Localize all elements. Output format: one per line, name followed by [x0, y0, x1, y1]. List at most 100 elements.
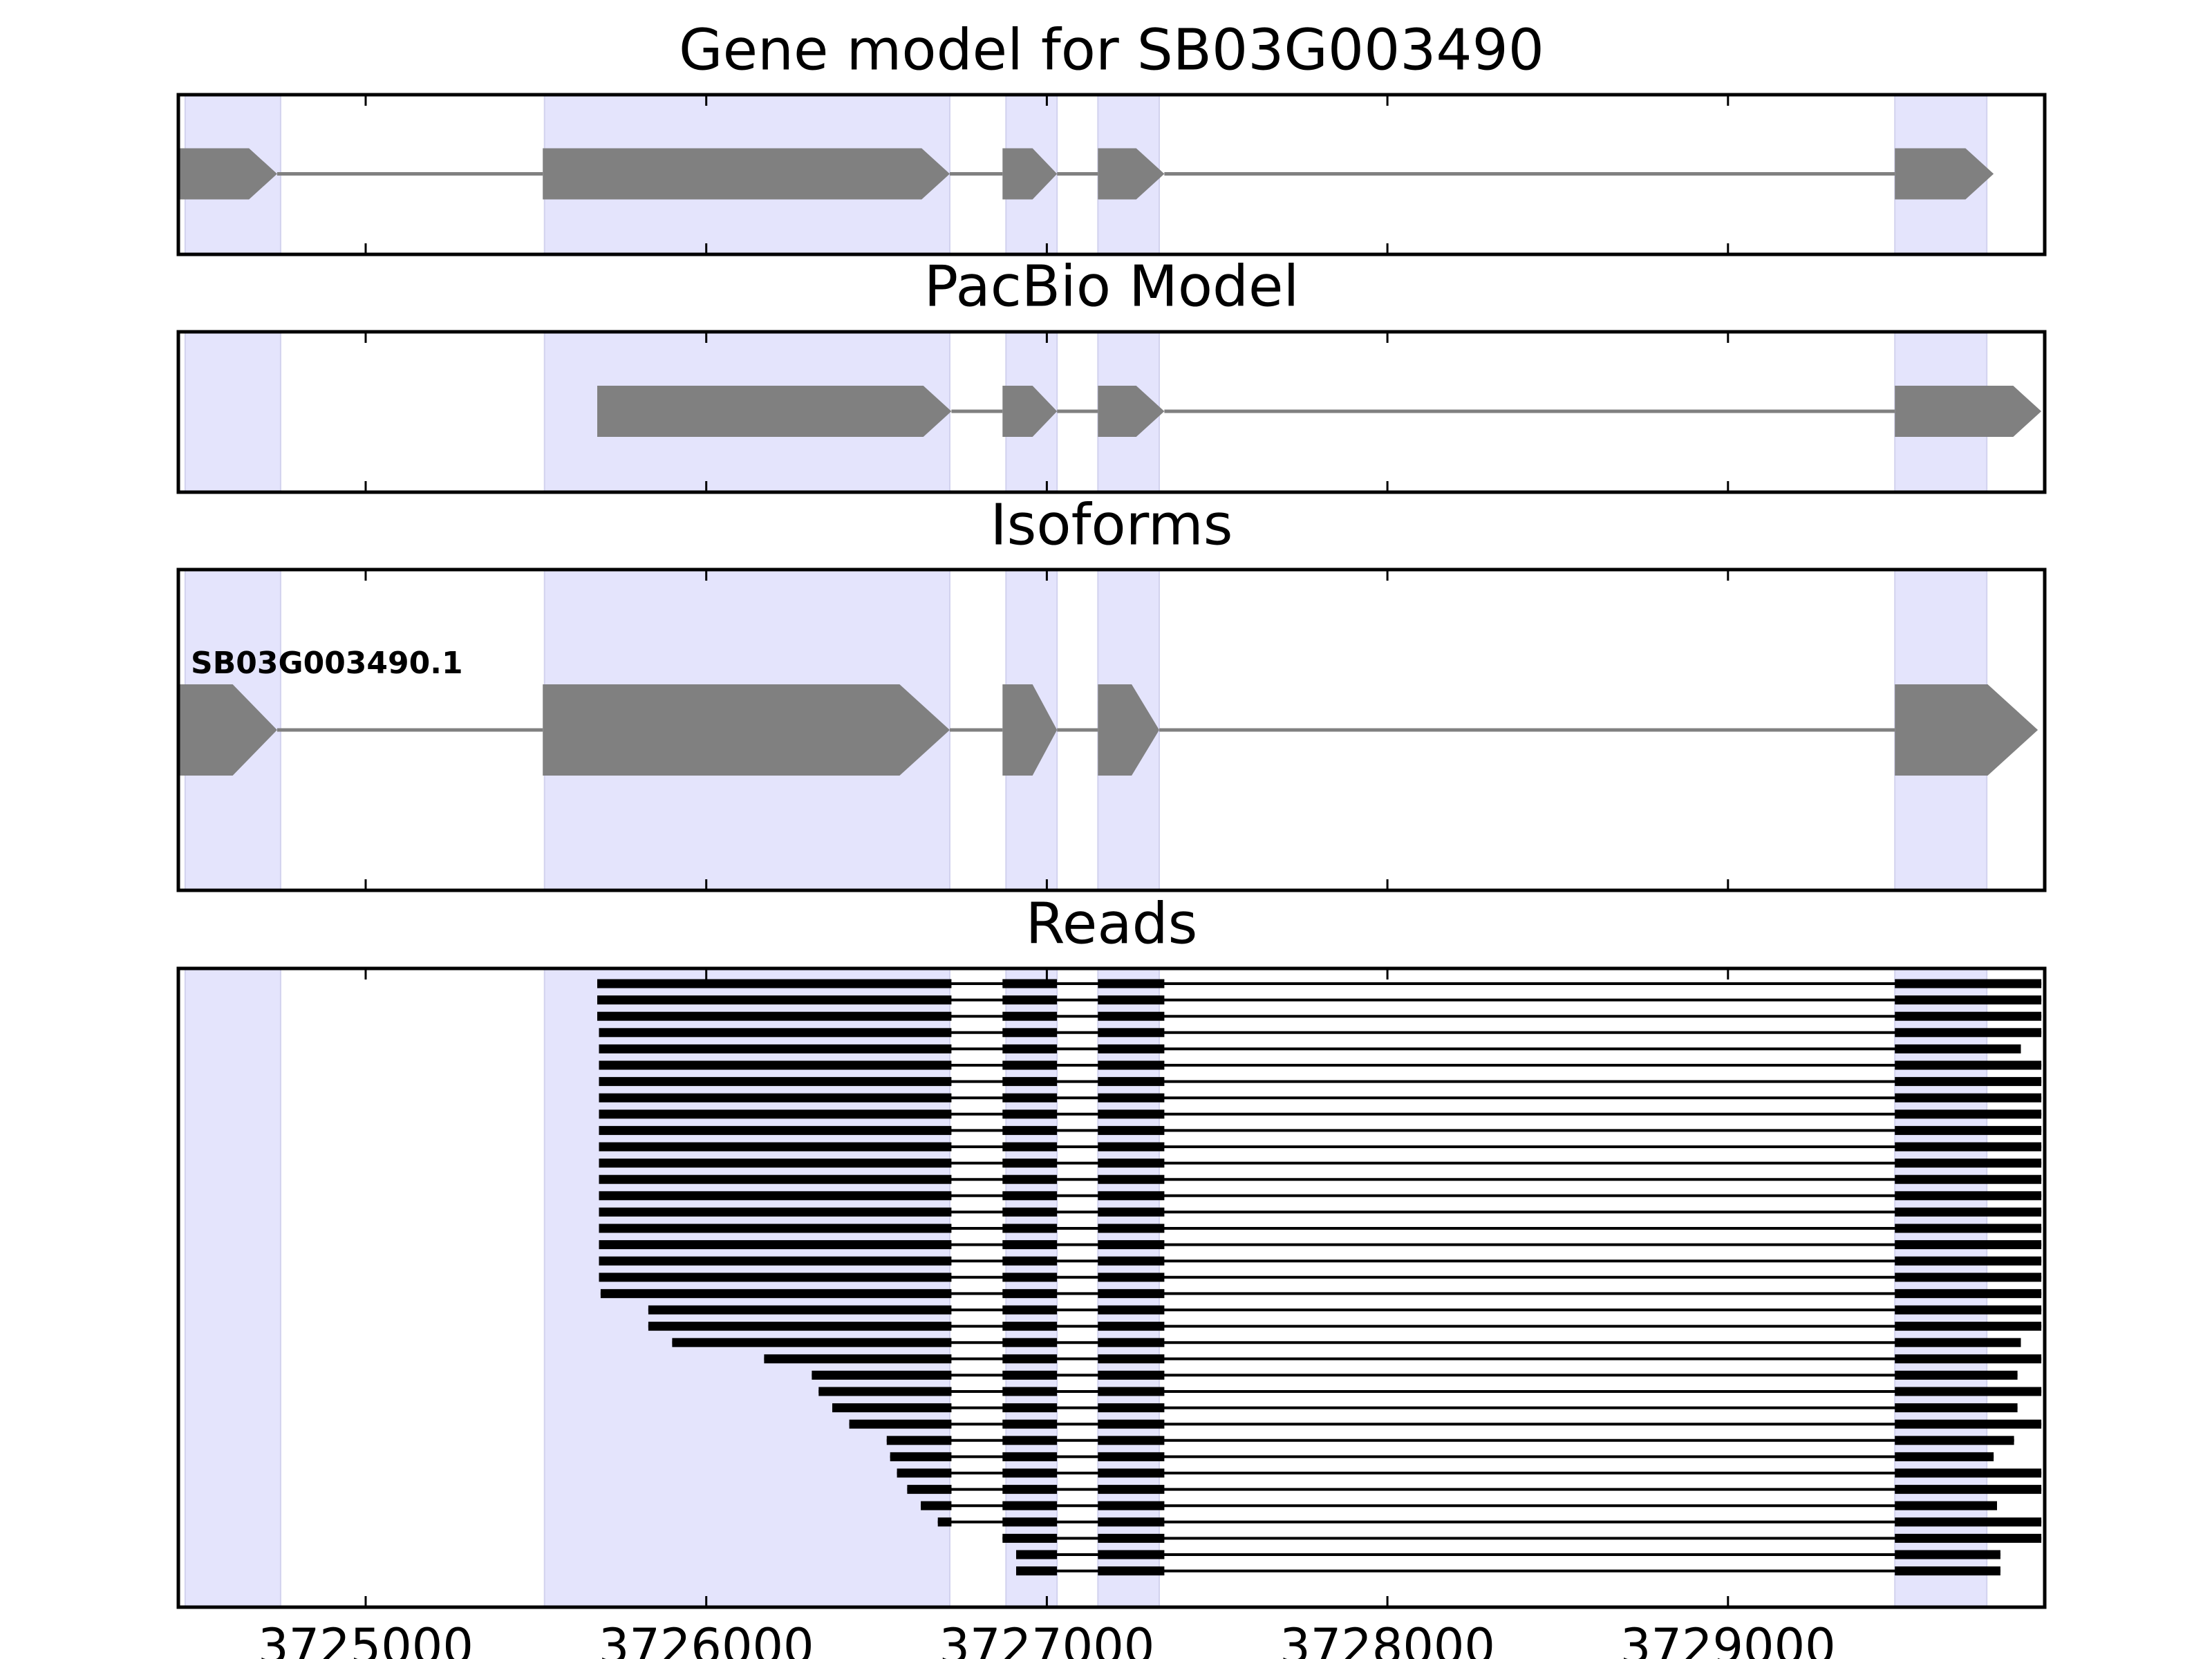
read-block	[1098, 1370, 1165, 1380]
track-panels: Gene model for SB03G003490 PacBio Model Is…	[176, 17, 2047, 1659]
read-block	[1895, 1077, 2042, 1087]
read-block	[599, 1109, 952, 1119]
read-block	[1098, 1338, 1165, 1347]
read-block	[1002, 1044, 1058, 1053]
read-block	[1098, 1354, 1165, 1364]
read-block	[1098, 1322, 1165, 1331]
read-block	[1098, 1566, 1165, 1576]
read-block	[597, 1011, 952, 1021]
read-block	[1895, 979, 2042, 988]
read	[599, 1224, 2042, 1233]
read-block	[1895, 1093, 2042, 1103]
read-block	[1002, 1256, 1058, 1266]
panel-reads: Reads 3725000 3726000 3727000 3728000 3729000	[176, 891, 2047, 1659]
read-block	[599, 1273, 952, 1282]
read-block	[1895, 1240, 2042, 1250]
read-block	[1895, 1566, 2000, 1576]
exon	[178, 684, 277, 776]
read	[921, 1501, 1997, 1510]
read-block	[599, 1174, 952, 1184]
read-block	[1002, 1468, 1058, 1478]
read-block	[1895, 1452, 1994, 1461]
read-block	[1895, 1011, 2042, 1021]
panel-frame	[176, 93, 2047, 256]
read-block	[672, 1338, 952, 1347]
read-block	[886, 1436, 952, 1445]
read	[599, 1273, 2042, 1282]
read-block	[1895, 1060, 2042, 1070]
read-block	[1002, 1142, 1058, 1152]
highlight-region	[1894, 968, 1988, 1608]
exon	[1002, 386, 1058, 437]
read	[599, 1191, 2042, 1201]
read-block	[1098, 1207, 1165, 1217]
read-block	[1002, 1485, 1058, 1494]
read-block	[907, 1485, 952, 1494]
exon	[1895, 684, 2038, 776]
exon	[1895, 386, 2042, 437]
highlight-region	[184, 968, 281, 1608]
exon	[543, 684, 950, 776]
read-block	[1002, 1224, 1058, 1233]
read-block	[1895, 1207, 2042, 1217]
read-block	[1895, 1533, 2042, 1543]
read-block	[1895, 995, 2042, 1005]
highlight-region	[184, 331, 281, 493]
read	[599, 1256, 2042, 1266]
read	[599, 1093, 2042, 1103]
read	[897, 1468, 2042, 1478]
read-block	[1002, 1191, 1058, 1201]
read-block	[1895, 1191, 2042, 1201]
read-block	[648, 1322, 952, 1331]
read	[648, 1322, 2042, 1331]
read-block	[1098, 1403, 1165, 1413]
feature	[597, 386, 2042, 437]
panel-gene-model: Gene model for SB03G003490	[176, 17, 2047, 256]
read	[1016, 1566, 2000, 1576]
read	[600, 1288, 2042, 1298]
read-block	[1895, 1550, 2000, 1559]
read-block	[1895, 1288, 2042, 1298]
read	[907, 1485, 2042, 1494]
highlight-region	[543, 968, 950, 1608]
read-block	[1002, 1322, 1058, 1331]
read-block	[1895, 1028, 2042, 1038]
read-block	[1002, 1517, 1058, 1527]
read-block	[599, 1224, 952, 1233]
read-block	[1002, 1207, 1058, 1217]
read-block	[1895, 1485, 2042, 1494]
read-block	[1016, 1550, 1058, 1559]
read-block	[599, 1060, 952, 1070]
read	[597, 1011, 2042, 1021]
exon	[1098, 148, 1165, 200]
read-block	[599, 1028, 952, 1038]
read-block	[1895, 1436, 2014, 1445]
read-block	[1002, 995, 1058, 1005]
read	[597, 995, 2042, 1005]
read-block	[1895, 1354, 2042, 1364]
read	[599, 1028, 2042, 1038]
read-block	[1098, 1273, 1165, 1282]
exon	[1002, 684, 1058, 776]
read-block	[599, 1077, 952, 1087]
read-block	[1002, 1288, 1058, 1298]
read-block	[599, 1093, 952, 1103]
read-block	[1895, 1517, 2042, 1527]
read-block	[921, 1501, 952, 1510]
read-block	[1002, 1273, 1058, 1282]
read-block	[1098, 1011, 1165, 1021]
read-block	[1002, 1077, 1058, 1087]
panel-frame	[176, 568, 2047, 892]
read-block	[1098, 1501, 1165, 1510]
read-block	[1002, 1060, 1058, 1070]
read-block	[1098, 995, 1165, 1005]
exon	[1098, 386, 1165, 437]
read-block	[599, 1240, 952, 1250]
read-block	[1098, 1191, 1165, 1201]
read	[832, 1403, 2018, 1413]
read-block	[1098, 1452, 1165, 1461]
read-block	[1002, 1011, 1058, 1021]
read	[599, 1207, 2042, 1217]
read-block	[1098, 1256, 1165, 1266]
read	[648, 1305, 2042, 1315]
